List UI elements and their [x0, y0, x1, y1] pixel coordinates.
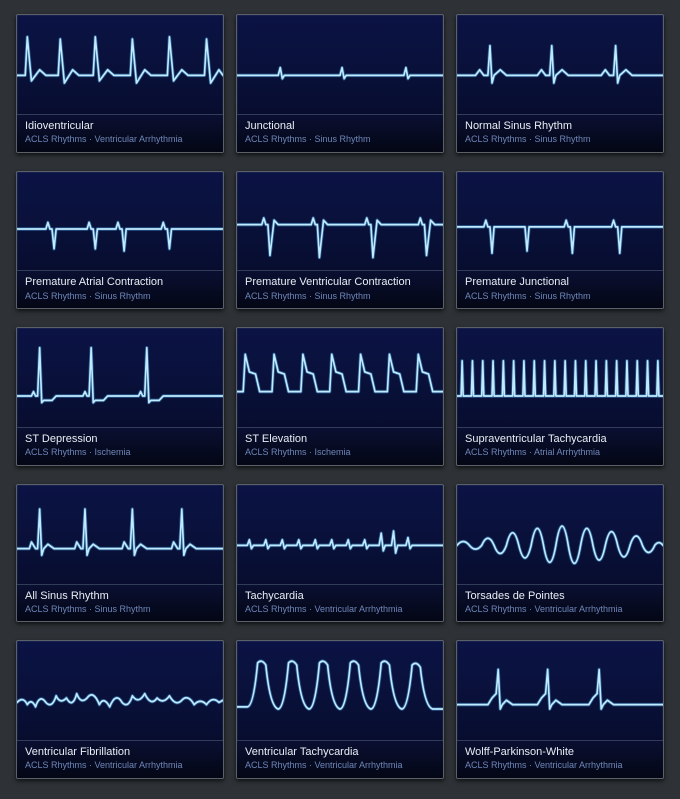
rhythm-card-pvc[interactable]: Premature Ventricular Contraction ACLS Rh… — [236, 171, 444, 310]
card-label-area: IdioventricularACLS Rhythms · Ventricula… — [17, 114, 223, 152]
card-label-area: JunctionalACLS Rhythms · Sinus Rhythm — [237, 114, 443, 152]
card-subtitle: ACLS Rhythms · Atrial Arrhythmia — [465, 447, 655, 459]
card-label-area: Wolff-Parkinson-WhiteACLS Rhythms · Vent… — [457, 740, 663, 778]
card-label-area: Premature Ventricular Contraction ACLS Rh… — [237, 270, 443, 308]
card-title: Torsades de Pointes — [465, 590, 655, 603]
card-label-area: Torsades de PointesACLS Rhythms · Ventri… — [457, 584, 663, 622]
waveform-all-sinus — [17, 485, 223, 584]
waveform-nsr — [457, 15, 663, 114]
card-label-area: Premature Junctional ACLS Rhythms · Sinus… — [457, 270, 663, 308]
card-label-area: Ventricular FibrillationACLS Rhythms · V… — [17, 740, 223, 778]
card-subtitle: ACLS Rhythms · Sinus Rhythm — [245, 291, 435, 303]
card-label-area: Normal Sinus RhythmACLS Rhythms · Sinus … — [457, 114, 663, 152]
card-title: Junctional — [245, 120, 435, 133]
card-subtitle: ACLS Rhythms · Ventricular Arrhythmia — [25, 760, 215, 772]
card-title: Premature Ventricular Contraction — [245, 276, 435, 289]
waveform-pvc — [237, 172, 443, 271]
waveform-st-elev — [237, 328, 443, 427]
rhythm-card-svt[interactable]: Supraventricular TachycardiaACLS Rhythms… — [456, 327, 664, 466]
card-title: Wolff-Parkinson-White — [465, 746, 655, 759]
card-title: ST Depression — [25, 433, 215, 446]
waveform-vtach — [237, 641, 443, 740]
waveform-tachy — [237, 485, 443, 584]
card-label-area: TachycardiaACLS Rhythms · Ventricular Ar… — [237, 584, 443, 622]
waveform-pac — [17, 172, 223, 271]
waveform-st-dep — [17, 328, 223, 427]
waveform-vfib — [17, 641, 223, 740]
card-label-area: All Sinus RhythmACLS Rhythms · Sinus Rhy… — [17, 584, 223, 622]
card-title: Tachycardia — [245, 590, 435, 603]
rhythm-card-junctional[interactable]: JunctionalACLS Rhythms · Sinus Rhythm — [236, 14, 444, 153]
card-title: Premature Junctional — [465, 276, 655, 289]
card-title: Normal Sinus Rhythm — [465, 120, 655, 133]
card-label-area: Premature Atrial Contraction ACLS Rhythms… — [17, 270, 223, 308]
rhythm-card-all-sinus[interactable]: All Sinus RhythmACLS Rhythms · Sinus Rhy… — [16, 484, 224, 623]
rhythm-card-idioventricular[interactable]: IdioventricularACLS Rhythms · Ventricula… — [16, 14, 224, 153]
card-subtitle: ACLS Rhythms · Sinus Rhythm — [25, 604, 215, 616]
card-label-area: ST DepressionACLS Rhythms · Ischemia — [17, 427, 223, 465]
rhythm-card-pjc[interactable]: Premature Junctional ACLS Rhythms · Sinus… — [456, 171, 664, 310]
rhythm-card-wpw[interactable]: Wolff-Parkinson-WhiteACLS Rhythms · Vent… — [456, 640, 664, 779]
card-subtitle: ACLS Rhythms · Ventricular Arrhythmia — [245, 604, 435, 616]
rhythm-card-vfib[interactable]: Ventricular FibrillationACLS Rhythms · V… — [16, 640, 224, 779]
card-subtitle: ACLS Rhythms · Sinus Rhythm — [245, 134, 435, 146]
card-title: Ventricular Fibrillation — [25, 746, 215, 759]
card-title: Idioventricular — [25, 120, 215, 133]
card-subtitle: ACLS Rhythms · Ischemia — [245, 447, 435, 459]
card-title: Supraventricular Tachycardia — [465, 433, 655, 446]
rhythm-card-torsades[interactable]: Torsades de PointesACLS Rhythms · Ventri… — [456, 484, 664, 623]
card-subtitle: ACLS Rhythms · Ventricular Arrhythmia — [245, 760, 435, 772]
rhythm-card-vtach[interactable]: Ventricular TachycardiaACLS Rhythms · Ve… — [236, 640, 444, 779]
rhythm-card-st-dep[interactable]: ST DepressionACLS Rhythms · Ischemia — [16, 327, 224, 466]
card-subtitle: ACLS Rhythms · Ischemia — [25, 447, 215, 459]
waveform-svt — [457, 328, 663, 427]
card-subtitle: ACLS Rhythms · Sinus Rhythm — [25, 291, 215, 303]
card-subtitle: ACLS Rhythms · Ventricular Arrhythmia — [465, 760, 655, 772]
waveform-pjc — [457, 172, 663, 271]
card-title: Ventricular Tachycardia — [245, 746, 435, 759]
card-label-area: Ventricular TachycardiaACLS Rhythms · Ve… — [237, 740, 443, 778]
card-subtitle: ACLS Rhythms · Sinus Rhythm — [465, 291, 655, 303]
waveform-idioventricular — [17, 15, 223, 114]
rhythm-card-tachy[interactable]: TachycardiaACLS Rhythms · Ventricular Ar… — [236, 484, 444, 623]
card-title: Premature Atrial Contraction — [25, 276, 215, 289]
card-title: ST Elevation — [245, 433, 435, 446]
card-title: All Sinus Rhythm — [25, 590, 215, 603]
card-label-area: ST ElevationACLS Rhythms · Ischemia — [237, 427, 443, 465]
waveform-wpw — [457, 641, 663, 740]
rhythm-grid: IdioventricularACLS Rhythms · Ventricula… — [0, 0, 680, 799]
card-label-area: Supraventricular TachycardiaACLS Rhythms… — [457, 427, 663, 465]
rhythm-card-pac[interactable]: Premature Atrial Contraction ACLS Rhythms… — [16, 171, 224, 310]
waveform-junctional — [237, 15, 443, 114]
rhythm-card-st-elev[interactable]: ST ElevationACLS Rhythms · Ischemia — [236, 327, 444, 466]
waveform-torsades — [457, 485, 663, 584]
rhythm-card-nsr[interactable]: Normal Sinus RhythmACLS Rhythms · Sinus … — [456, 14, 664, 153]
card-subtitle: ACLS Rhythms · Sinus Rhythm — [465, 134, 655, 146]
card-subtitle: ACLS Rhythms · Ventricular Arrhythmia — [25, 134, 215, 146]
card-subtitle: ACLS Rhythms · Ventricular Arrhythmia — [465, 604, 655, 616]
